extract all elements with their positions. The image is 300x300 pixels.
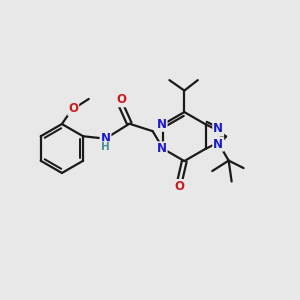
Text: N: N <box>213 122 223 135</box>
Text: H: H <box>101 142 110 152</box>
Text: N: N <box>157 118 166 131</box>
Text: N: N <box>213 138 223 151</box>
Text: O: O <box>116 93 126 106</box>
Text: N: N <box>100 132 110 145</box>
Text: O: O <box>68 102 78 115</box>
Text: N: N <box>157 142 166 155</box>
Text: O: O <box>175 180 185 193</box>
